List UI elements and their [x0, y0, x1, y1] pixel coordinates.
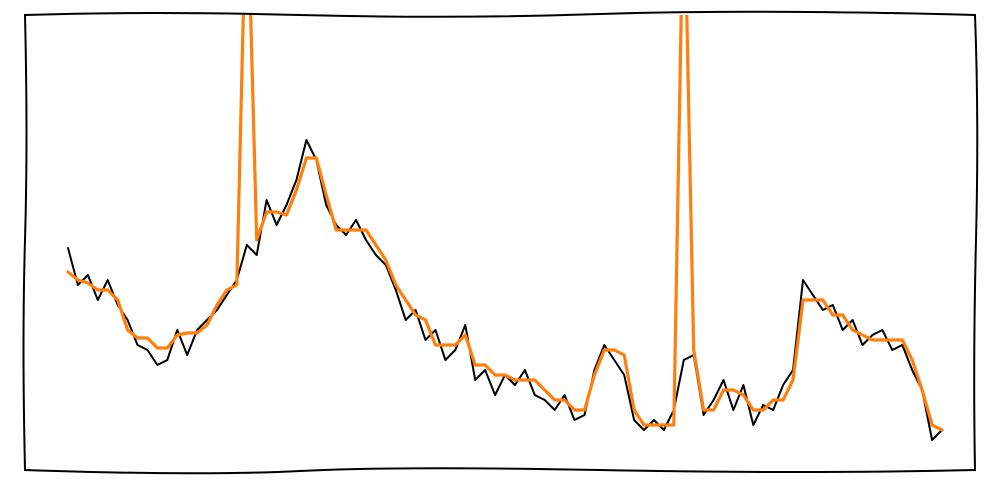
line-series	[66, 15, 944, 432]
frame	[22, 10, 979, 475]
plot-area	[66, 15, 944, 441]
